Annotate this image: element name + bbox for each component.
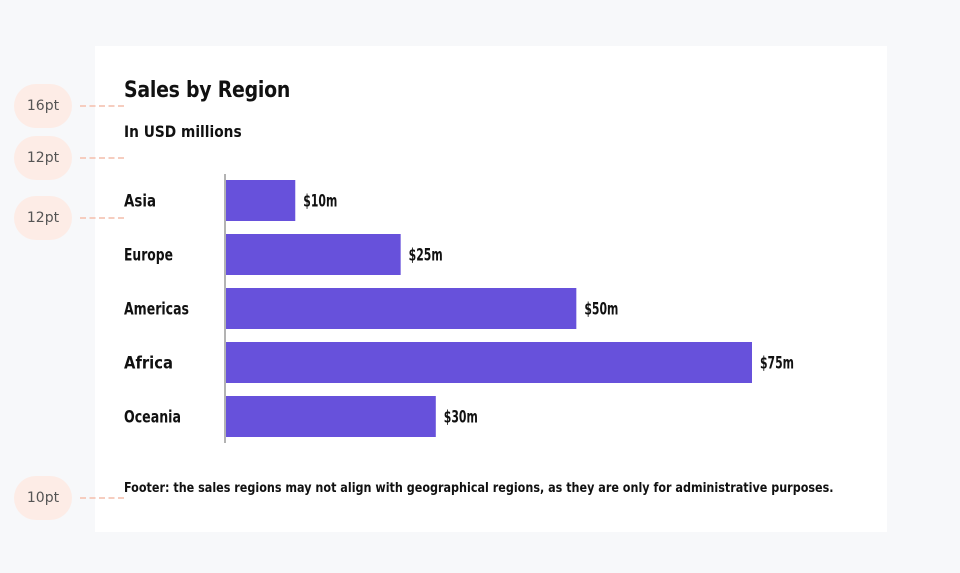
category-label-africa: Africa	[124, 354, 173, 374]
value-label-asia: $10m	[303, 192, 337, 212]
subtitle-size-badge: 12pt	[14, 136, 124, 180]
category-label-oceania: Oceania	[124, 408, 181, 428]
value-label-europe: $25m	[409, 246, 443, 266]
chart-title: Sales by Region	[124, 78, 291, 103]
title-size-badge: 16pt	[14, 84, 124, 128]
label-size-label: 12pt	[26, 210, 60, 226]
footer-size-badge: 10pt	[14, 476, 124, 520]
bar-africa	[226, 342, 752, 383]
category-label-europe: Europe	[124, 246, 173, 266]
chart-subtitle: In USD millions	[124, 122, 242, 141]
chart-footer: Footer: the sales regions may not align …	[124, 481, 834, 496]
subtitle-size-label: 12pt	[26, 150, 60, 166]
category-label-asia: Asia	[124, 192, 156, 212]
value-label-oceania: $30m	[444, 408, 478, 428]
bar-oceania	[226, 396, 436, 437]
category-label-americas: Americas	[124, 300, 189, 320]
value-label-africa: $75m	[760, 354, 794, 374]
title-size-label: 16pt	[26, 98, 60, 114]
value-label-americas: $50m	[584, 300, 618, 320]
bar-asia	[226, 180, 296, 221]
bar-americas	[226, 288, 577, 329]
bar-europe	[226, 234, 401, 275]
footer-size-label: 10pt	[26, 490, 60, 506]
label-size-badge: 12pt	[14, 196, 124, 240]
